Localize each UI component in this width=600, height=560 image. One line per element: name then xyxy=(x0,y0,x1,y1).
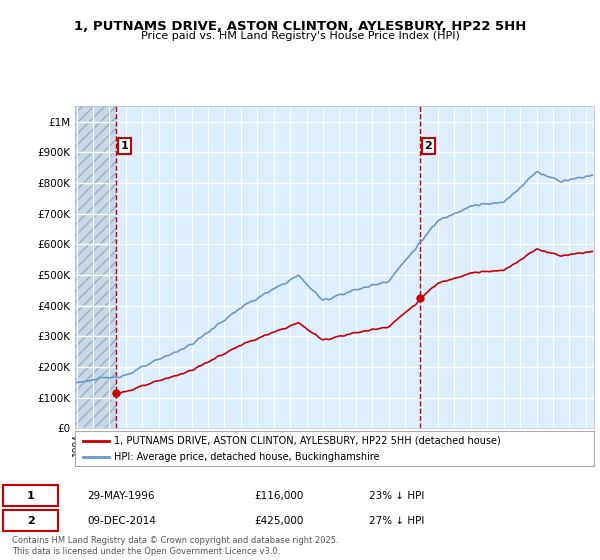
Text: 1, PUTNAMS DRIVE, ASTON CLINTON, AYLESBURY, HP22 5HH: 1, PUTNAMS DRIVE, ASTON CLINTON, AYLESBU… xyxy=(74,20,526,32)
FancyBboxPatch shape xyxy=(4,510,58,531)
Text: 1: 1 xyxy=(121,141,128,151)
Text: 2: 2 xyxy=(27,516,35,526)
Bar xyxy=(68,106,116,428)
Text: Price paid vs. HM Land Registry's House Price Index (HPI): Price paid vs. HM Land Registry's House … xyxy=(140,31,460,41)
Text: 1: 1 xyxy=(27,491,35,501)
Bar xyxy=(68,106,116,428)
Text: 1, PUTNAMS DRIVE, ASTON CLINTON, AYLESBURY, HP22 5HH (detached house): 1, PUTNAMS DRIVE, ASTON CLINTON, AYLESBU… xyxy=(114,436,500,446)
Text: 09-DEC-2014: 09-DEC-2014 xyxy=(87,516,156,526)
Text: 27% ↓ HPI: 27% ↓ HPI xyxy=(369,516,424,526)
Text: 2: 2 xyxy=(424,141,432,151)
Text: 23% ↓ HPI: 23% ↓ HPI xyxy=(369,491,424,501)
FancyBboxPatch shape xyxy=(4,485,58,506)
Text: HPI: Average price, detached house, Buckinghamshire: HPI: Average price, detached house, Buck… xyxy=(114,452,380,462)
Text: £425,000: £425,000 xyxy=(254,516,303,526)
Text: 29-MAY-1996: 29-MAY-1996 xyxy=(87,491,154,501)
Text: £116,000: £116,000 xyxy=(254,491,303,501)
Text: Contains HM Land Registry data © Crown copyright and database right 2025.
This d: Contains HM Land Registry data © Crown c… xyxy=(12,536,338,556)
